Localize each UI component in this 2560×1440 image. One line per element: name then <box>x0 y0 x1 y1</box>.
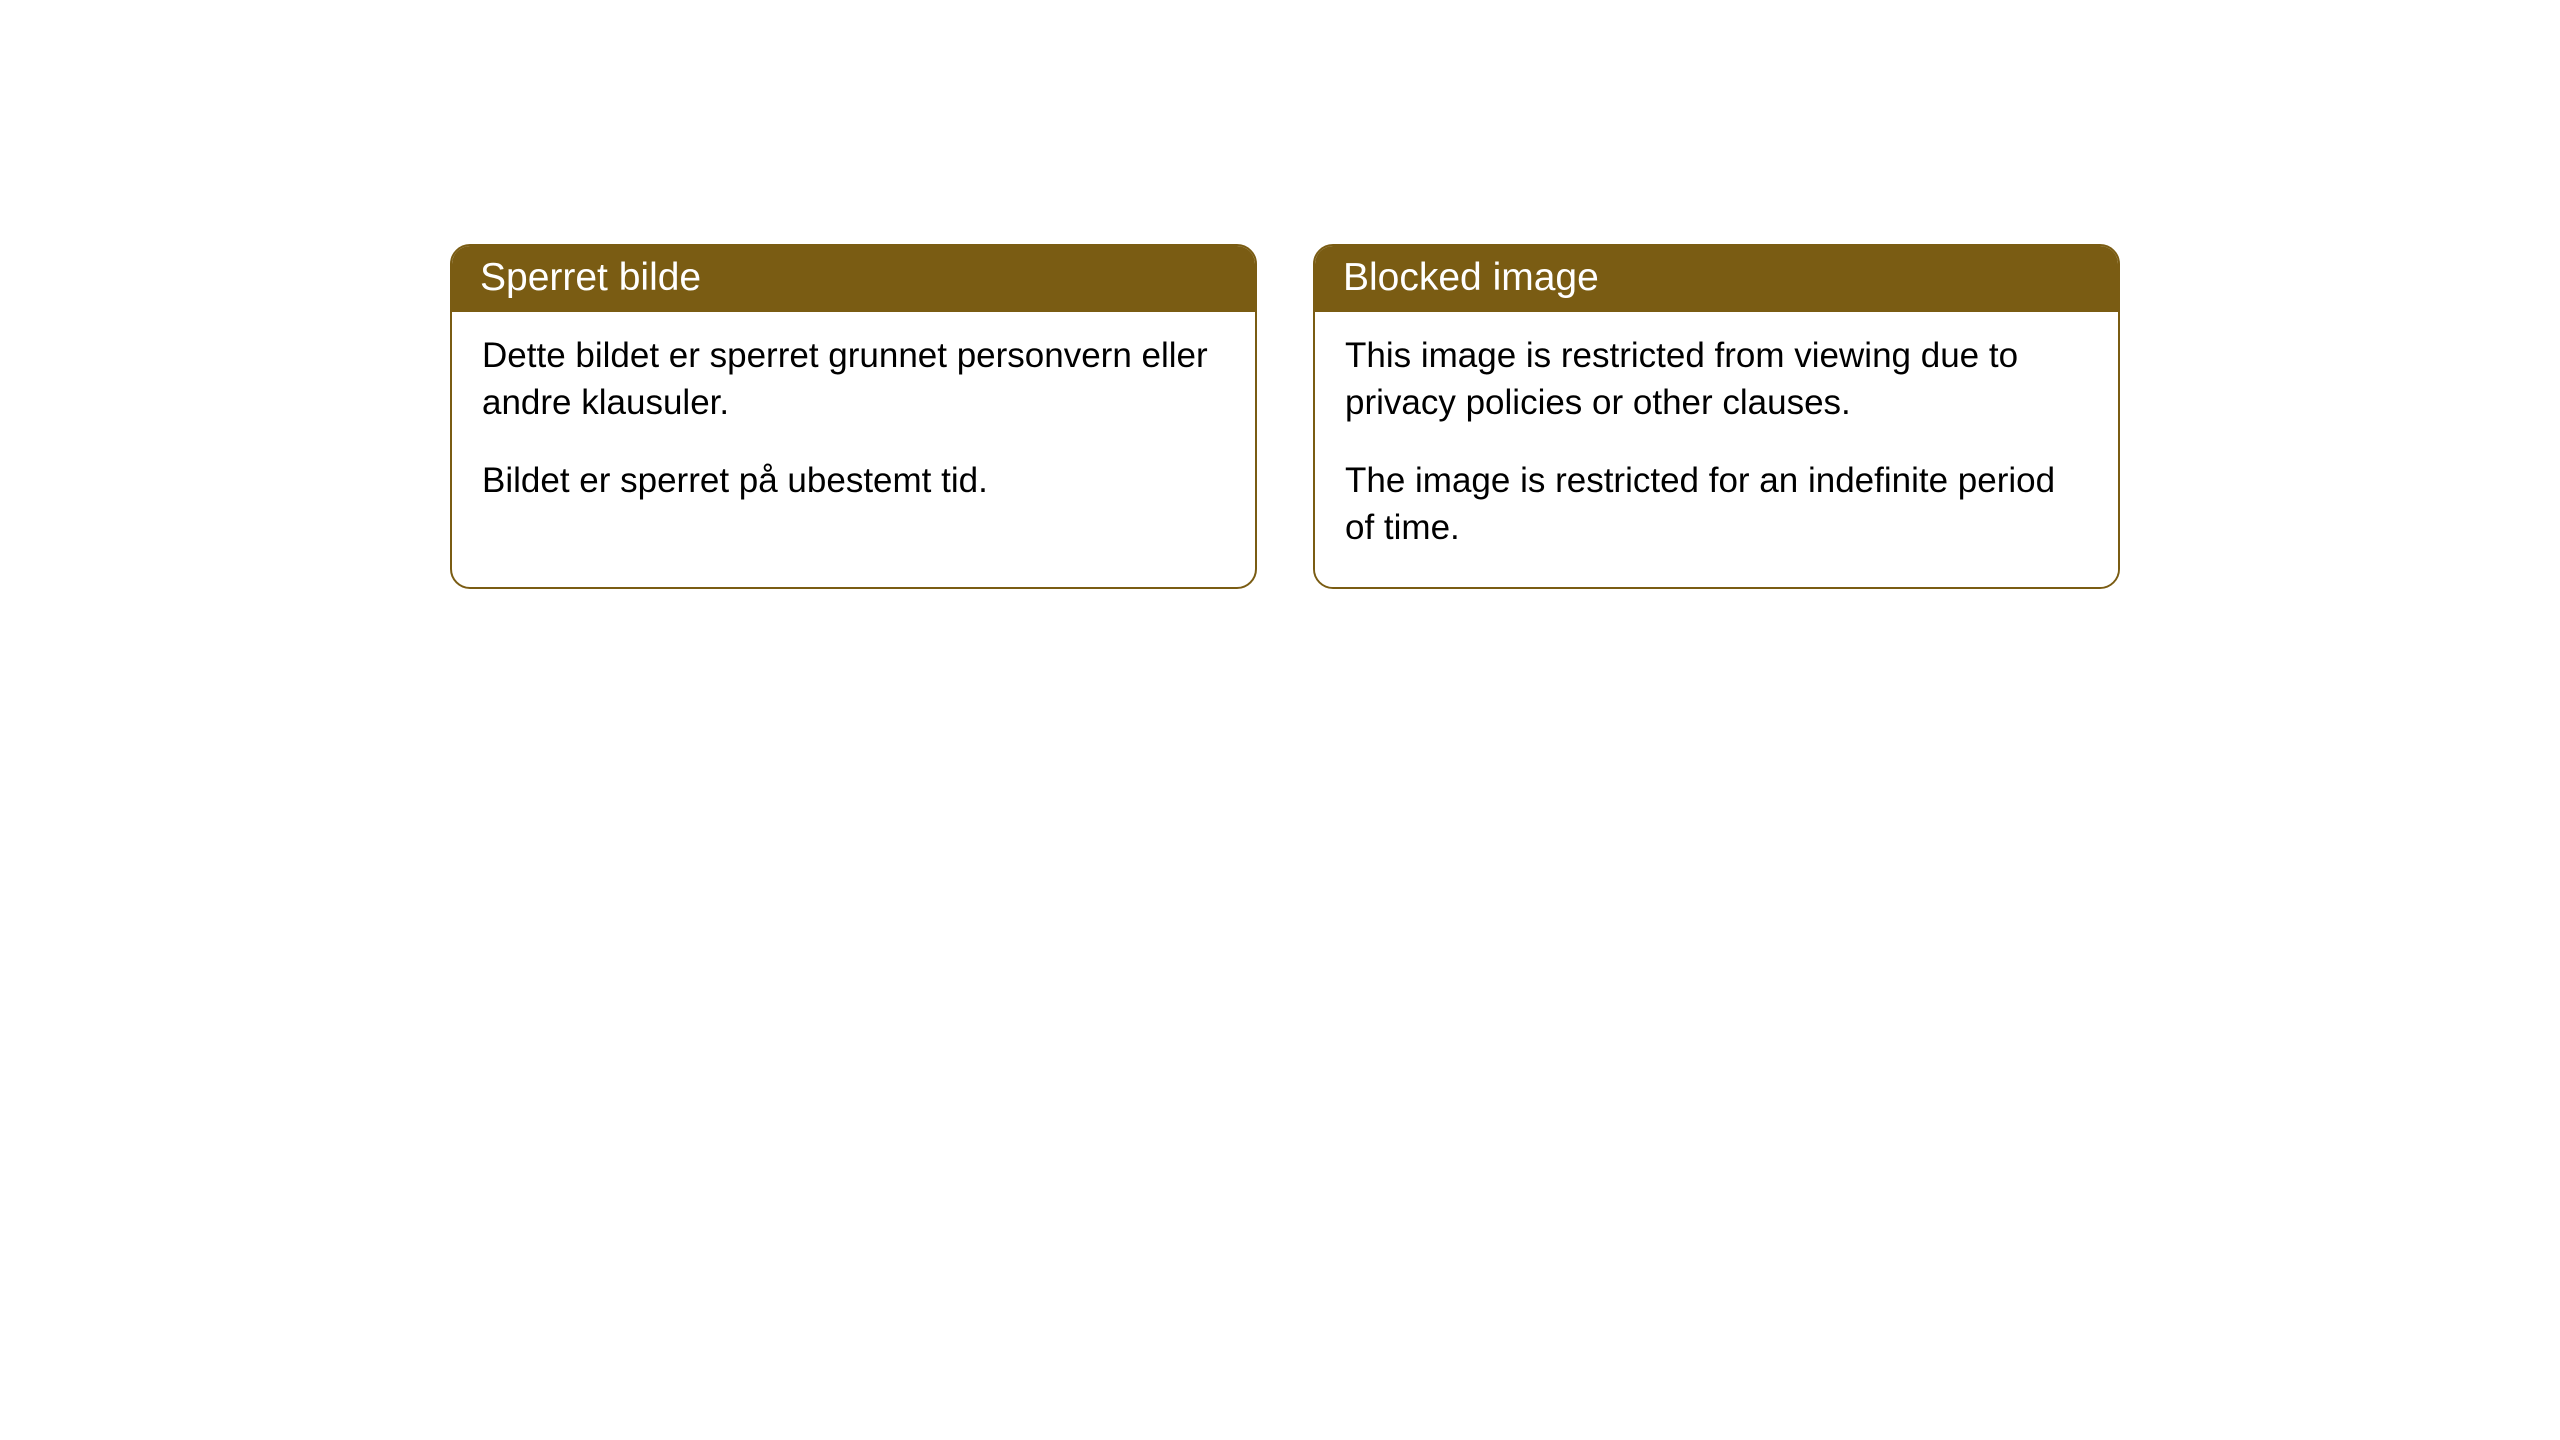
card-title: Blocked image <box>1315 246 2118 312</box>
blocked-image-card-english: Blocked image This image is restricted f… <box>1313 244 2120 589</box>
cards-container: Sperret bilde Dette bildet er sperret gr… <box>0 0 2560 589</box>
card-paragraph-1: This image is restricted from viewing du… <box>1345 332 2088 427</box>
card-paragraph-2: Bildet er sperret på ubestemt tid. <box>482 457 1225 504</box>
card-paragraph-1: Dette bildet er sperret grunnet personve… <box>482 332 1225 427</box>
card-title: Sperret bilde <box>452 246 1255 312</box>
card-body: Dette bildet er sperret grunnet personve… <box>452 312 1255 540</box>
card-paragraph-2: The image is restricted for an indefinit… <box>1345 457 2088 552</box>
card-body: This image is restricted from viewing du… <box>1315 312 2118 587</box>
blocked-image-card-norwegian: Sperret bilde Dette bildet er sperret gr… <box>450 244 1257 589</box>
